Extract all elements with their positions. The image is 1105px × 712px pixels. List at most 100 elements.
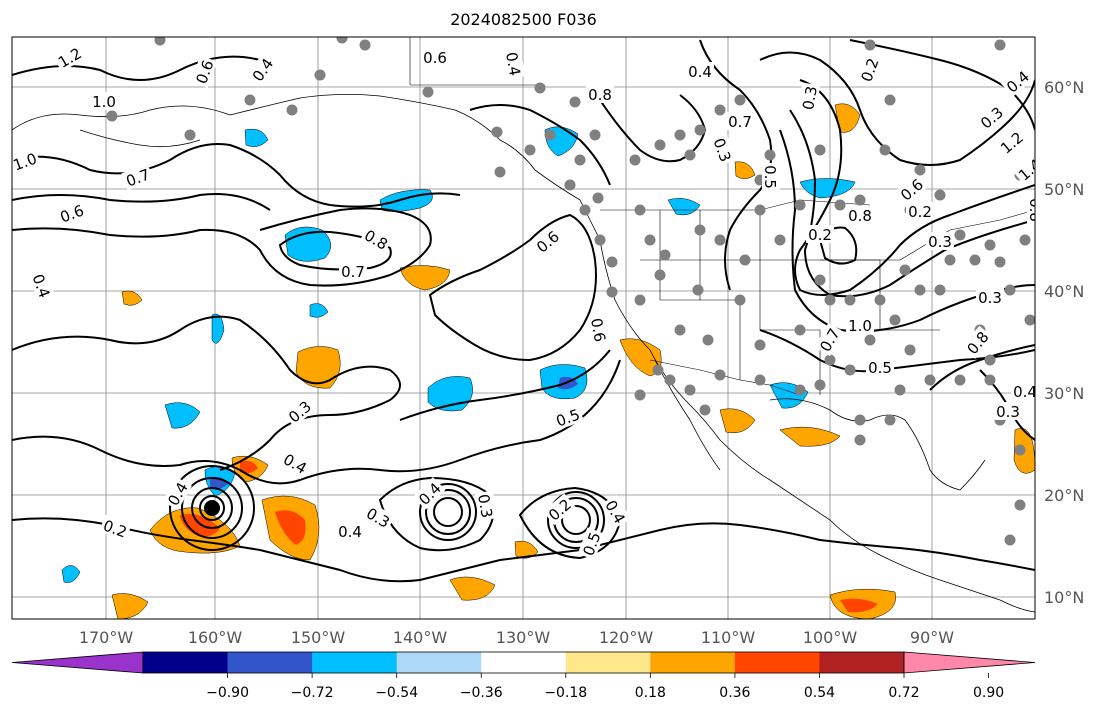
negative-anomaly-patch xyxy=(61,565,81,583)
contour-label-background xyxy=(359,224,394,254)
positive-anomaly-patch xyxy=(275,510,306,545)
station-marker xyxy=(944,254,956,266)
map-frame xyxy=(11,36,1036,620)
longitude-label: 90°W xyxy=(910,628,954,647)
station-marker xyxy=(644,234,656,246)
station-marker xyxy=(422,86,434,98)
contour-label: 0.5 xyxy=(868,359,892,377)
colorbar-tick-label: 0.36 xyxy=(719,685,750,701)
contour-label-background xyxy=(577,527,605,560)
station-marker xyxy=(894,384,906,396)
station-marker xyxy=(834,199,846,211)
positive-anomaly-patch xyxy=(734,161,756,179)
contour-label-background xyxy=(361,502,396,532)
station-marker xyxy=(491,126,503,138)
station-marker xyxy=(1004,284,1016,296)
contour-label-background xyxy=(587,314,611,346)
latitude-label: 20°N xyxy=(1044,486,1084,505)
contour-label-background xyxy=(28,269,56,302)
contour-label: 0.8 xyxy=(588,86,612,104)
positive-anomaly-patch xyxy=(449,576,496,601)
contour-label: 0.4 xyxy=(502,51,524,78)
station-marker xyxy=(714,234,726,246)
station-marker xyxy=(734,94,746,106)
longitude-label: 160°W xyxy=(188,628,243,647)
contour-label-background xyxy=(1011,382,1035,400)
colorbar-under-triangle xyxy=(11,651,144,674)
contour-label-background xyxy=(530,225,564,258)
station-marker xyxy=(544,129,556,141)
colorbar-segment xyxy=(650,652,736,673)
station-marker xyxy=(914,164,926,176)
latitude-label: 40°N xyxy=(1044,282,1084,301)
contour-label-background xyxy=(709,133,737,166)
negative-anomaly-patch xyxy=(211,313,225,344)
map-title: 2024082500 F036 xyxy=(450,10,597,29)
low-center-contour xyxy=(561,505,591,535)
colorbar-segment xyxy=(396,652,482,673)
colorbar-segment xyxy=(227,652,313,673)
colorbar-over-triangle xyxy=(903,651,1036,674)
low-center-contour xyxy=(433,497,463,527)
contour-label-background xyxy=(994,126,1028,159)
station-marker xyxy=(336,37,348,44)
station-marker xyxy=(884,414,896,426)
station-marker xyxy=(994,256,1006,268)
contour-label-background xyxy=(282,395,316,428)
positive-anomaly-patch xyxy=(240,460,258,474)
station-marker xyxy=(674,129,686,141)
positive-anomaly-patch xyxy=(121,290,143,306)
colorbar-tick-label: −0.90 xyxy=(206,685,249,701)
station-marker xyxy=(824,294,836,306)
station-marker xyxy=(606,286,618,298)
station-marker xyxy=(954,229,966,241)
station-marker xyxy=(154,37,166,46)
contour-label-background xyxy=(961,325,994,359)
contour-label: 0.6 xyxy=(423,49,447,67)
colorbar-outline xyxy=(142,651,905,674)
contour-label-background xyxy=(278,448,313,478)
station-marker xyxy=(794,384,806,396)
contour-label-background xyxy=(846,316,874,334)
storm-center-marker xyxy=(204,500,220,516)
contour-label: 0.7 xyxy=(341,263,365,281)
station-marker xyxy=(629,154,641,166)
contour-label-background xyxy=(894,173,928,206)
station-marker xyxy=(694,224,706,236)
contour-label-background xyxy=(586,85,614,103)
station-marker xyxy=(684,149,696,161)
cyclone-contour xyxy=(169,465,255,551)
contour-label-background xyxy=(806,225,834,243)
longitude-label: 110°W xyxy=(701,628,756,647)
station-marker xyxy=(1014,499,1026,511)
positive-anomaly-patch xyxy=(834,103,861,133)
station-marker xyxy=(674,324,686,336)
station-marker xyxy=(244,94,256,106)
political-borders xyxy=(409,37,1035,396)
contour-label: 0.4 xyxy=(688,63,712,81)
station-marker xyxy=(654,269,666,281)
contour-label-background xyxy=(906,202,934,220)
contour-label-background xyxy=(866,358,894,376)
station-marker xyxy=(184,129,196,141)
contour-label-background xyxy=(926,232,954,250)
cyclone-contour xyxy=(199,495,225,521)
station-marker xyxy=(524,144,536,156)
graticule xyxy=(12,37,1035,619)
contour-label: 0.8 xyxy=(848,207,872,225)
latitude-label: 50°N xyxy=(1044,180,1084,199)
contour-label: 0.7 xyxy=(728,113,752,131)
station-marker xyxy=(884,94,896,106)
station-marker xyxy=(564,179,576,191)
station-marker xyxy=(954,374,966,386)
station-marker xyxy=(1024,314,1035,326)
contour-label-background xyxy=(413,477,446,510)
contour-label: 0.8 xyxy=(1026,198,1044,222)
station-marker xyxy=(764,149,776,161)
colorbar-tick-label: −0.72 xyxy=(291,685,334,701)
colorbar-tick-label: 0.90 xyxy=(973,685,1004,701)
contour-label-background xyxy=(1012,153,1035,186)
station-marker xyxy=(994,39,1006,51)
contour-label-background xyxy=(339,262,367,280)
contour-label: 0.5 xyxy=(761,165,779,189)
